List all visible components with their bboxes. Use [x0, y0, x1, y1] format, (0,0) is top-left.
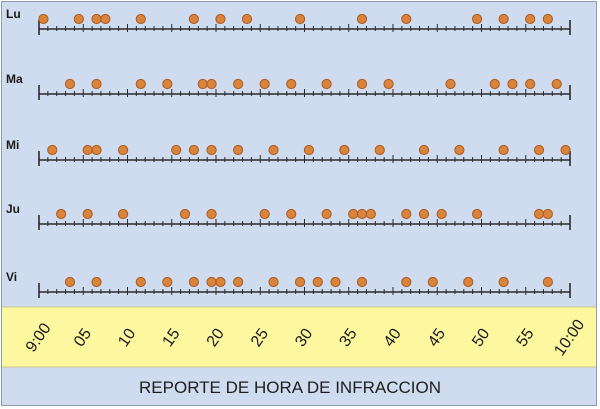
- infraction-point: [241, 13, 253, 25]
- infraction-point: [286, 208, 297, 220]
- infraction-point: [286, 78, 297, 90]
- infraction-point: [162, 276, 173, 288]
- infraction-point: [259, 208, 270, 220]
- infraction-point: [542, 13, 553, 25]
- infraction-point: [64, 276, 76, 288]
- infraction-point: [82, 208, 93, 220]
- infraction-point: [303, 144, 315, 156]
- infraction-point: [91, 144, 102, 156]
- infraction-point: [294, 13, 306, 25]
- day-label: Ma: [6, 72, 23, 86]
- infraction-point: [418, 144, 430, 156]
- infraction-point: [401, 276, 412, 288]
- infraction-point: [542, 276, 553, 288]
- infraction-point: [135, 78, 146, 90]
- infraction-point: [454, 144, 465, 156]
- infraction-point: [233, 276, 244, 288]
- infraction-point: [489, 78, 500, 90]
- infraction-point: [206, 78, 217, 90]
- infraction-point: [100, 13, 111, 25]
- day-rows: Lu Ma Mi Ju Vi: [6, 7, 571, 298]
- infraction-point: [47, 144, 58, 156]
- infraction-point: [525, 78, 536, 90]
- infraction-point: [259, 78, 270, 90]
- infraction-point: [268, 276, 279, 288]
- axis-label-band: [2, 307, 596, 367]
- infraction-point: [383, 78, 394, 90]
- day-label: Mi: [6, 138, 19, 152]
- infraction-point: [135, 276, 146, 288]
- infraction-point: [91, 78, 102, 90]
- infraction-point: [356, 276, 368, 288]
- infraction-point: [117, 208, 129, 220]
- infraction-point: [64, 78, 76, 90]
- infraction-point: [215, 276, 226, 288]
- infraction-point: [427, 276, 438, 288]
- infraction-point: [233, 78, 244, 90]
- infraction-point: [91, 13, 102, 25]
- infraction-point: [498, 13, 509, 25]
- infraction-point: [507, 78, 518, 90]
- infraction-point: [73, 13, 84, 25]
- infraction-point: [294, 276, 306, 288]
- infraction-point: [206, 276, 217, 288]
- infraction-point: [498, 144, 509, 156]
- chart-title: REPORTE DE HORA DE INFRACCION: [139, 378, 441, 397]
- infraction-point: [91, 276, 102, 288]
- infraction-point: [365, 208, 376, 220]
- infraction-point: [356, 78, 368, 90]
- infraction-point: [542, 208, 553, 220]
- infraction-point: [268, 144, 279, 156]
- infraction-point: [179, 208, 191, 220]
- day-label: Vi: [6, 270, 17, 284]
- infraction-point: [233, 144, 244, 156]
- infraction-point: [162, 78, 173, 90]
- infraction-point: [215, 13, 226, 25]
- infraction-point: [135, 13, 146, 25]
- infraction-point: [418, 208, 430, 220]
- infraction-point: [356, 208, 368, 220]
- infraction-point: [445, 78, 456, 90]
- day-row-vi: Vi: [6, 270, 571, 298]
- infraction-point: [339, 144, 350, 156]
- infraction-point: [206, 208, 217, 220]
- infraction-point: [56, 208, 67, 220]
- infraction-point: [551, 78, 562, 90]
- infraction-point: [171, 144, 182, 156]
- infraction-point: [471, 208, 483, 220]
- infraction-point: [533, 144, 545, 156]
- day-row-ma: Ma: [6, 72, 571, 100]
- infraction-point: [312, 276, 323, 288]
- infraction-point: [498, 276, 509, 288]
- infraction-point: [463, 276, 474, 288]
- infraction-point: [401, 208, 412, 220]
- infraction-point: [330, 276, 341, 288]
- infraction-point: [188, 13, 199, 25]
- infraction-point: [82, 144, 93, 156]
- infraction-point: [560, 144, 571, 156]
- infraction-point: [206, 144, 217, 156]
- infraction-point: [117, 144, 129, 156]
- infraction-point: [525, 13, 536, 25]
- infraction-point: [401, 13, 412, 25]
- infraction-point: [188, 276, 199, 288]
- infraction-point: [533, 208, 545, 220]
- infraction-point: [374, 144, 385, 156]
- day-label: Lu: [6, 7, 21, 21]
- day-label: Ju: [6, 202, 20, 216]
- infraction-point: [471, 13, 483, 25]
- infraction-point: [197, 78, 208, 90]
- infraction-point: [321, 208, 332, 220]
- infraction-point: [436, 208, 447, 220]
- infraction-point: [38, 13, 49, 25]
- day-row-mi: Mi: [6, 138, 571, 166]
- infraction-point: [348, 208, 359, 220]
- infraction-point: [188, 144, 199, 156]
- day-row-lu: Lu: [6, 7, 571, 35]
- infraction-point: [321, 78, 332, 90]
- infraction-point: [356, 13, 368, 25]
- day-row-ju: Ju: [6, 202, 571, 230]
